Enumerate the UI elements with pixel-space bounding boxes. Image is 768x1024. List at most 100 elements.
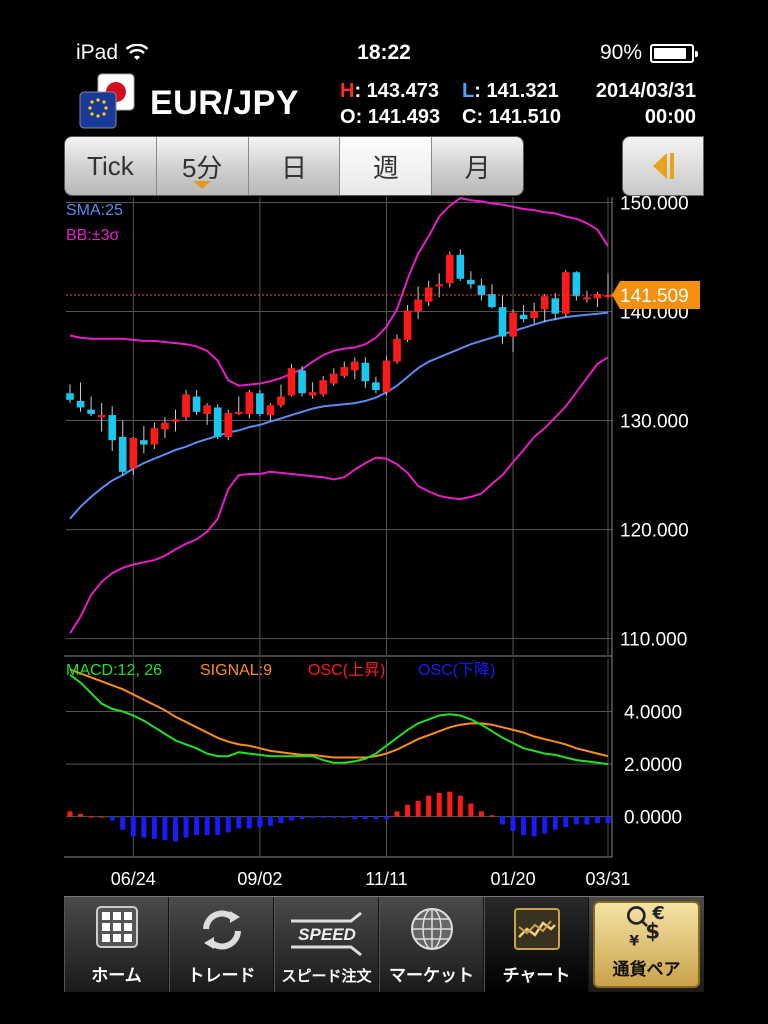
candle	[456, 249, 465, 281]
sma-label: SMA:25	[66, 202, 123, 219]
candle-body	[329, 373, 338, 384]
quote-date: 2014/03/31	[595, 80, 696, 102]
candle-body	[319, 380, 327, 395]
candle	[530, 302, 538, 324]
currency-pair-title: EUR/JPY	[150, 84, 299, 122]
bb-upper-line	[69, 197, 609, 387]
osc-bar	[531, 816, 537, 837]
osc-bar	[584, 816, 590, 825]
candle	[572, 271, 581, 301]
candle	[319, 375, 327, 397]
osc-bar	[162, 816, 168, 841]
osc-bar	[278, 816, 284, 824]
signal-line	[69, 668, 609, 759]
osc-bar	[426, 795, 432, 817]
chart-icon	[513, 908, 560, 950]
price-axis-tick: 150.000	[620, 193, 689, 214]
osc-bar	[510, 816, 516, 832]
candle-body	[171, 419, 180, 422]
grid-icon	[95, 906, 138, 948]
quote-high: H: 143.473	[340, 80, 439, 102]
candle	[604, 273, 612, 299]
osc-bar	[489, 815, 495, 817]
candle-body	[150, 428, 159, 445]
candle-body	[66, 393, 74, 400]
osc-bar	[383, 816, 389, 820]
candle	[203, 403, 211, 425]
osc-bar	[194, 816, 200, 835]
osc-bar	[373, 816, 379, 820]
candle	[266, 403, 275, 421]
status-time: 18:22	[357, 41, 411, 64]
tabbar-home-label: ホーム	[91, 966, 142, 985]
dropdown-caret-icon	[193, 181, 212, 189]
candle-body	[551, 298, 560, 314]
osc-bar	[594, 816, 600, 824]
candle-body	[182, 394, 190, 418]
currency-icon: € $ ¥	[626, 904, 664, 950]
tab-5min[interactable]: 5分	[156, 137, 249, 195]
osc-bar	[120, 816, 126, 830]
candle	[129, 436, 138, 476]
tabbar-currency-pair[interactable]: € $ ¥ 通貨ペア	[593, 901, 700, 988]
candle	[108, 406, 116, 452]
osc-bar	[521, 816, 527, 835]
candle	[161, 417, 169, 438]
candle-body	[87, 409, 95, 415]
price-axis-tick: 130.000	[620, 412, 689, 433]
candle-body	[256, 393, 264, 415]
candle-body	[351, 361, 359, 371]
candle-body	[424, 287, 433, 302]
candle-body	[224, 412, 233, 437]
candle	[382, 356, 391, 396]
battery-icon	[650, 43, 698, 63]
candle-body	[140, 440, 148, 445]
arrow-left-icon	[652, 153, 667, 179]
candle-body	[509, 312, 517, 337]
x-axis-tick: 06/24	[111, 869, 156, 889]
osc-bar	[183, 816, 189, 838]
collapse-panel-button[interactable]	[622, 136, 704, 196]
candle-body	[245, 392, 254, 415]
candle-body	[519, 314, 528, 320]
candle	[87, 396, 95, 417]
osc-bar	[225, 816, 231, 833]
candle	[540, 294, 549, 323]
candle	[467, 271, 475, 289]
candle	[234, 396, 243, 416]
macd-line	[69, 673, 609, 766]
osc-bar	[151, 816, 157, 839]
bottom-tab-bar: ホーム トレード SPEED スピード注文 マーケット	[64, 896, 704, 992]
osc-bar	[99, 816, 105, 818]
tabbar-market[interactable]: マーケット	[379, 897, 484, 992]
tabbar-speed-order[interactable]: SPEED スピード注文	[274, 897, 379, 992]
tab-monthly[interactable]: 月	[432, 137, 523, 195]
candle-body	[213, 407, 222, 437]
tab-daily[interactable]: 日	[248, 137, 341, 195]
candle-body	[266, 405, 275, 416]
speed-badge-text: SPEED	[298, 925, 356, 944]
candle	[298, 366, 306, 397]
candle-body	[97, 415, 106, 418]
osc-bar	[542, 816, 548, 834]
osc-bar	[331, 816, 337, 818]
candle	[97, 403, 106, 432]
osc-bar	[457, 795, 463, 817]
tabbar-trade[interactable]: トレード	[169, 897, 274, 992]
osc-bar	[552, 816, 558, 830]
price-axis-tick: 110.000	[620, 630, 687, 651]
quote-open: O: 141.493	[340, 106, 441, 128]
price-axis-tick: 120.000	[620, 521, 689, 542]
candle	[192, 390, 201, 416]
tab-weekly[interactable]: 週	[340, 137, 433, 195]
tabbar-home[interactable]: ホーム	[64, 897, 169, 992]
bb-label: BB:±3σ	[66, 227, 119, 244]
osc-bar	[267, 816, 273, 826]
sma-line	[69, 311, 609, 520]
osc-bar	[88, 816, 94, 818]
tab-tick[interactable]: Tick	[65, 137, 157, 195]
price-chart[interactable]: 150.000140.000130.000120.000110.00006/24…	[0, 0, 768, 896]
osc-bar	[109, 816, 115, 821]
candle	[118, 420, 127, 476]
tabbar-chart[interactable]: チャート	[484, 897, 589, 992]
